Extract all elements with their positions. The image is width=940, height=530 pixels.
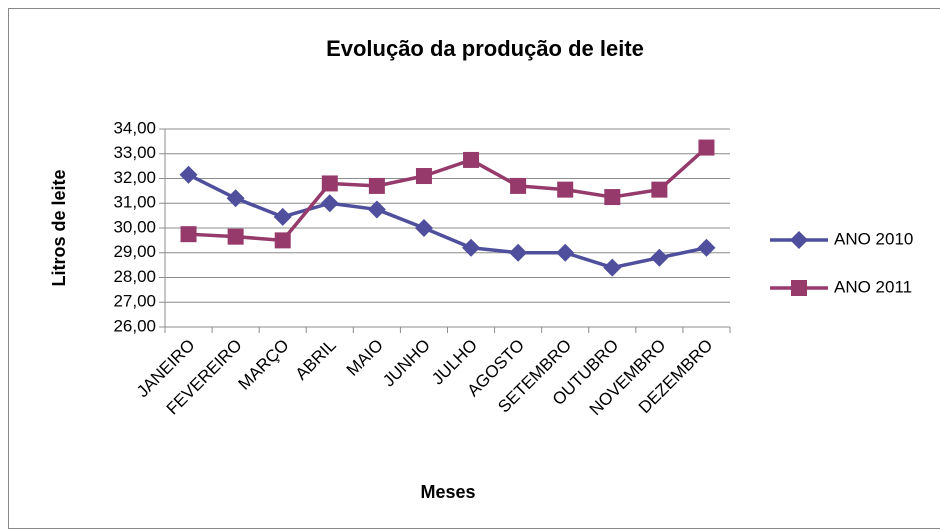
y-tick-label: 30,00: [113, 217, 156, 236]
chart-frame: [8, 8, 940, 529]
y-tick-label: 28,00: [113, 267, 156, 286]
x-axis-title: Meses: [420, 482, 475, 502]
series-marker: [274, 232, 291, 249]
legend-marker: [791, 280, 807, 296]
y-tick-label: 32,00: [113, 168, 156, 187]
chart-title: Evolução da produção de leite: [326, 36, 644, 61]
legend-marker: [790, 231, 808, 249]
series-marker: [227, 228, 244, 245]
series-marker: [697, 238, 716, 257]
series-marker: [415, 168, 432, 185]
series-marker: [510, 177, 527, 194]
series-marker: [556, 243, 575, 262]
y-tick-label: 29,00: [113, 242, 156, 261]
y-tick-label: 27,00: [113, 292, 156, 311]
series-marker: [651, 181, 668, 198]
y-tick-label: 26,00: [113, 316, 156, 335]
y-axis-title: Litros de leite: [49, 169, 69, 286]
legend-label: ANO 2010: [834, 229, 913, 248]
series-marker: [367, 200, 386, 219]
series-marker: [226, 189, 245, 208]
series-marker: [509, 243, 528, 262]
y-tick-label: 33,00: [113, 143, 156, 162]
series-marker: [463, 151, 480, 168]
y-tick-label: 31,00: [113, 193, 156, 212]
series-marker: [321, 175, 338, 192]
series-marker: [604, 189, 621, 206]
series-marker: [180, 226, 197, 243]
series-marker: [320, 194, 339, 213]
series-marker: [603, 258, 622, 277]
series-marker: [273, 207, 292, 226]
series-line: [187, 173, 707, 270]
series-marker: [650, 248, 669, 267]
series-marker: [414, 219, 433, 237]
series-marker: [557, 181, 574, 198]
series-marker: [462, 238, 481, 257]
y-tick-label: 34,00: [113, 118, 156, 137]
legend-label: ANO 2011: [834, 277, 912, 296]
series-marker: [698, 139, 715, 156]
series-marker: [368, 177, 385, 194]
series-marker: [179, 165, 198, 184]
